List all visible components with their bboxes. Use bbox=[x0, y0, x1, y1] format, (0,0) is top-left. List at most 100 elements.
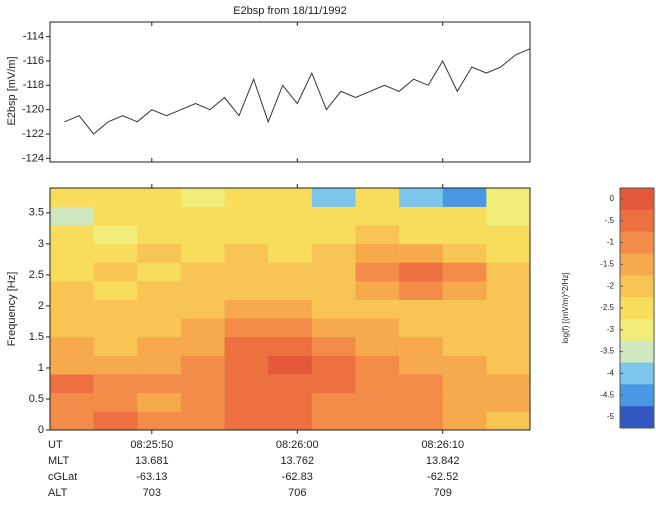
heatmap-cell bbox=[355, 281, 400, 300]
heatmap-cell bbox=[486, 262, 531, 282]
heatmap-cell bbox=[180, 299, 225, 319]
heatmap-cell bbox=[137, 243, 182, 263]
heatmap-cell bbox=[180, 318, 225, 338]
y-tick-label: 3 bbox=[38, 238, 44, 250]
colorbar-tick-label: -2.5 bbox=[600, 303, 614, 312]
heatmap-cell bbox=[180, 243, 225, 263]
heatmap-cell bbox=[355, 188, 400, 207]
heatmap-cell bbox=[486, 336, 531, 356]
heatmap-cell bbox=[355, 336, 400, 356]
heatmap-cell bbox=[137, 262, 182, 282]
heatmap-cell bbox=[442, 225, 487, 245]
heatmap-cell bbox=[50, 243, 94, 263]
heatmap-cell bbox=[93, 392, 138, 412]
heatmap-cell bbox=[399, 243, 444, 263]
x-tick-label: 08:26:00 bbox=[276, 439, 319, 451]
heatmap-cell bbox=[180, 411, 225, 431]
heatmap-cell bbox=[311, 243, 356, 263]
heatmap-cell bbox=[137, 374, 182, 394]
heatmap-cell bbox=[50, 206, 94, 226]
plot-frame bbox=[49, 21, 531, 163]
colorbar-tick-label: -4.5 bbox=[600, 390, 614, 399]
colorbar-band bbox=[620, 209, 654, 232]
heatmap-cell bbox=[224, 318, 269, 338]
heatmap-cell bbox=[399, 392, 444, 412]
heatmap-cell bbox=[50, 318, 94, 338]
heatmap-cell bbox=[180, 336, 225, 356]
heatmap-cell bbox=[442, 336, 487, 356]
heatmap-cell bbox=[442, 188, 487, 207]
heatmap-cell bbox=[180, 262, 225, 282]
heatmap-cell bbox=[399, 374, 444, 394]
chart-title: E2bsp from 18/11/1992 bbox=[233, 5, 347, 17]
colorbar-band bbox=[620, 297, 654, 320]
heatmap-cell bbox=[137, 392, 182, 412]
heatmap-cell bbox=[180, 355, 225, 375]
heatmap-cell bbox=[442, 281, 487, 300]
heatmap-cell bbox=[486, 299, 531, 319]
row-label: cGLat bbox=[48, 471, 77, 483]
heatmap-cell bbox=[442, 299, 487, 319]
heatmap-cell bbox=[355, 262, 400, 282]
colorbar-band bbox=[620, 318, 654, 342]
heatmap-cell bbox=[137, 281, 182, 300]
heatmap-cell bbox=[399, 225, 444, 245]
row-label: ALT bbox=[48, 487, 68, 499]
row-value: 13.762 bbox=[280, 455, 314, 467]
heatmap-cell bbox=[180, 188, 225, 207]
heatmap-cell bbox=[224, 299, 269, 319]
heatmap-cell bbox=[50, 281, 94, 300]
heatmap-cell bbox=[268, 336, 313, 356]
heatmap-cell bbox=[486, 374, 531, 394]
y-tick-label: -116 bbox=[23, 55, 44, 67]
colorbar-tick-label: -2 bbox=[607, 281, 615, 290]
heatmap-cell bbox=[93, 374, 138, 394]
colorbar-tick-label: -1.5 bbox=[600, 259, 614, 268]
heatmap-cell bbox=[50, 392, 94, 412]
colorbar-tick-label: 0 bbox=[610, 194, 615, 203]
heatmap-cell bbox=[268, 188, 313, 207]
heatmap-cell bbox=[224, 188, 269, 207]
row-value: 706 bbox=[288, 487, 306, 499]
heatmap-cell bbox=[442, 355, 487, 375]
y-tick-label: 1 bbox=[38, 362, 44, 374]
row-value: 709 bbox=[434, 487, 452, 499]
heatmap-cell bbox=[311, 355, 356, 375]
colorbar-band bbox=[620, 340, 654, 363]
heatmap-cell bbox=[311, 411, 356, 431]
heatmap-cell bbox=[224, 262, 269, 282]
row-value: -63.13 bbox=[136, 471, 167, 483]
colorbar-tick-label: -.5 bbox=[605, 216, 615, 225]
heatmap-cell bbox=[399, 299, 444, 319]
heatmap-cell bbox=[50, 225, 94, 245]
colorbar-band bbox=[620, 406, 654, 429]
y-tick-label: -114 bbox=[23, 31, 44, 43]
y-tick-label: 1.5 bbox=[29, 331, 44, 343]
heatmap-cell bbox=[486, 355, 531, 375]
heatmap-cell bbox=[180, 225, 225, 245]
heatmap-cell bbox=[442, 318, 487, 338]
heatmap-cell bbox=[311, 318, 356, 338]
colorbar-tick-label: -3 bbox=[607, 325, 615, 334]
heatmap-cell bbox=[268, 392, 313, 412]
colorbar-band bbox=[620, 275, 654, 298]
colorbar-tick-label: -5 bbox=[607, 412, 615, 421]
heatmap-cell bbox=[355, 355, 400, 375]
y-tick-label: 3.5 bbox=[29, 207, 44, 219]
heatmap-cell bbox=[50, 336, 94, 356]
heatmap-cell bbox=[486, 281, 531, 300]
heatmap-cell bbox=[442, 392, 487, 412]
heatmap-cell bbox=[399, 355, 444, 375]
heatmap-cell bbox=[486, 206, 531, 226]
row-value: 13.681 bbox=[135, 455, 169, 467]
colorbar-label: log(f) [(mV/m)^2/Hz] bbox=[561, 272, 570, 343]
colorbar-tick-label: -4 bbox=[607, 369, 615, 378]
heatmap-cell bbox=[442, 411, 487, 431]
heatmap-cell bbox=[93, 281, 138, 300]
heatmap-cell bbox=[442, 262, 487, 282]
x-axis-label: UT bbox=[48, 439, 63, 451]
heatmap-cell bbox=[137, 225, 182, 245]
y-tick-label: -118 bbox=[23, 79, 44, 91]
heatmap-cell bbox=[486, 188, 531, 207]
